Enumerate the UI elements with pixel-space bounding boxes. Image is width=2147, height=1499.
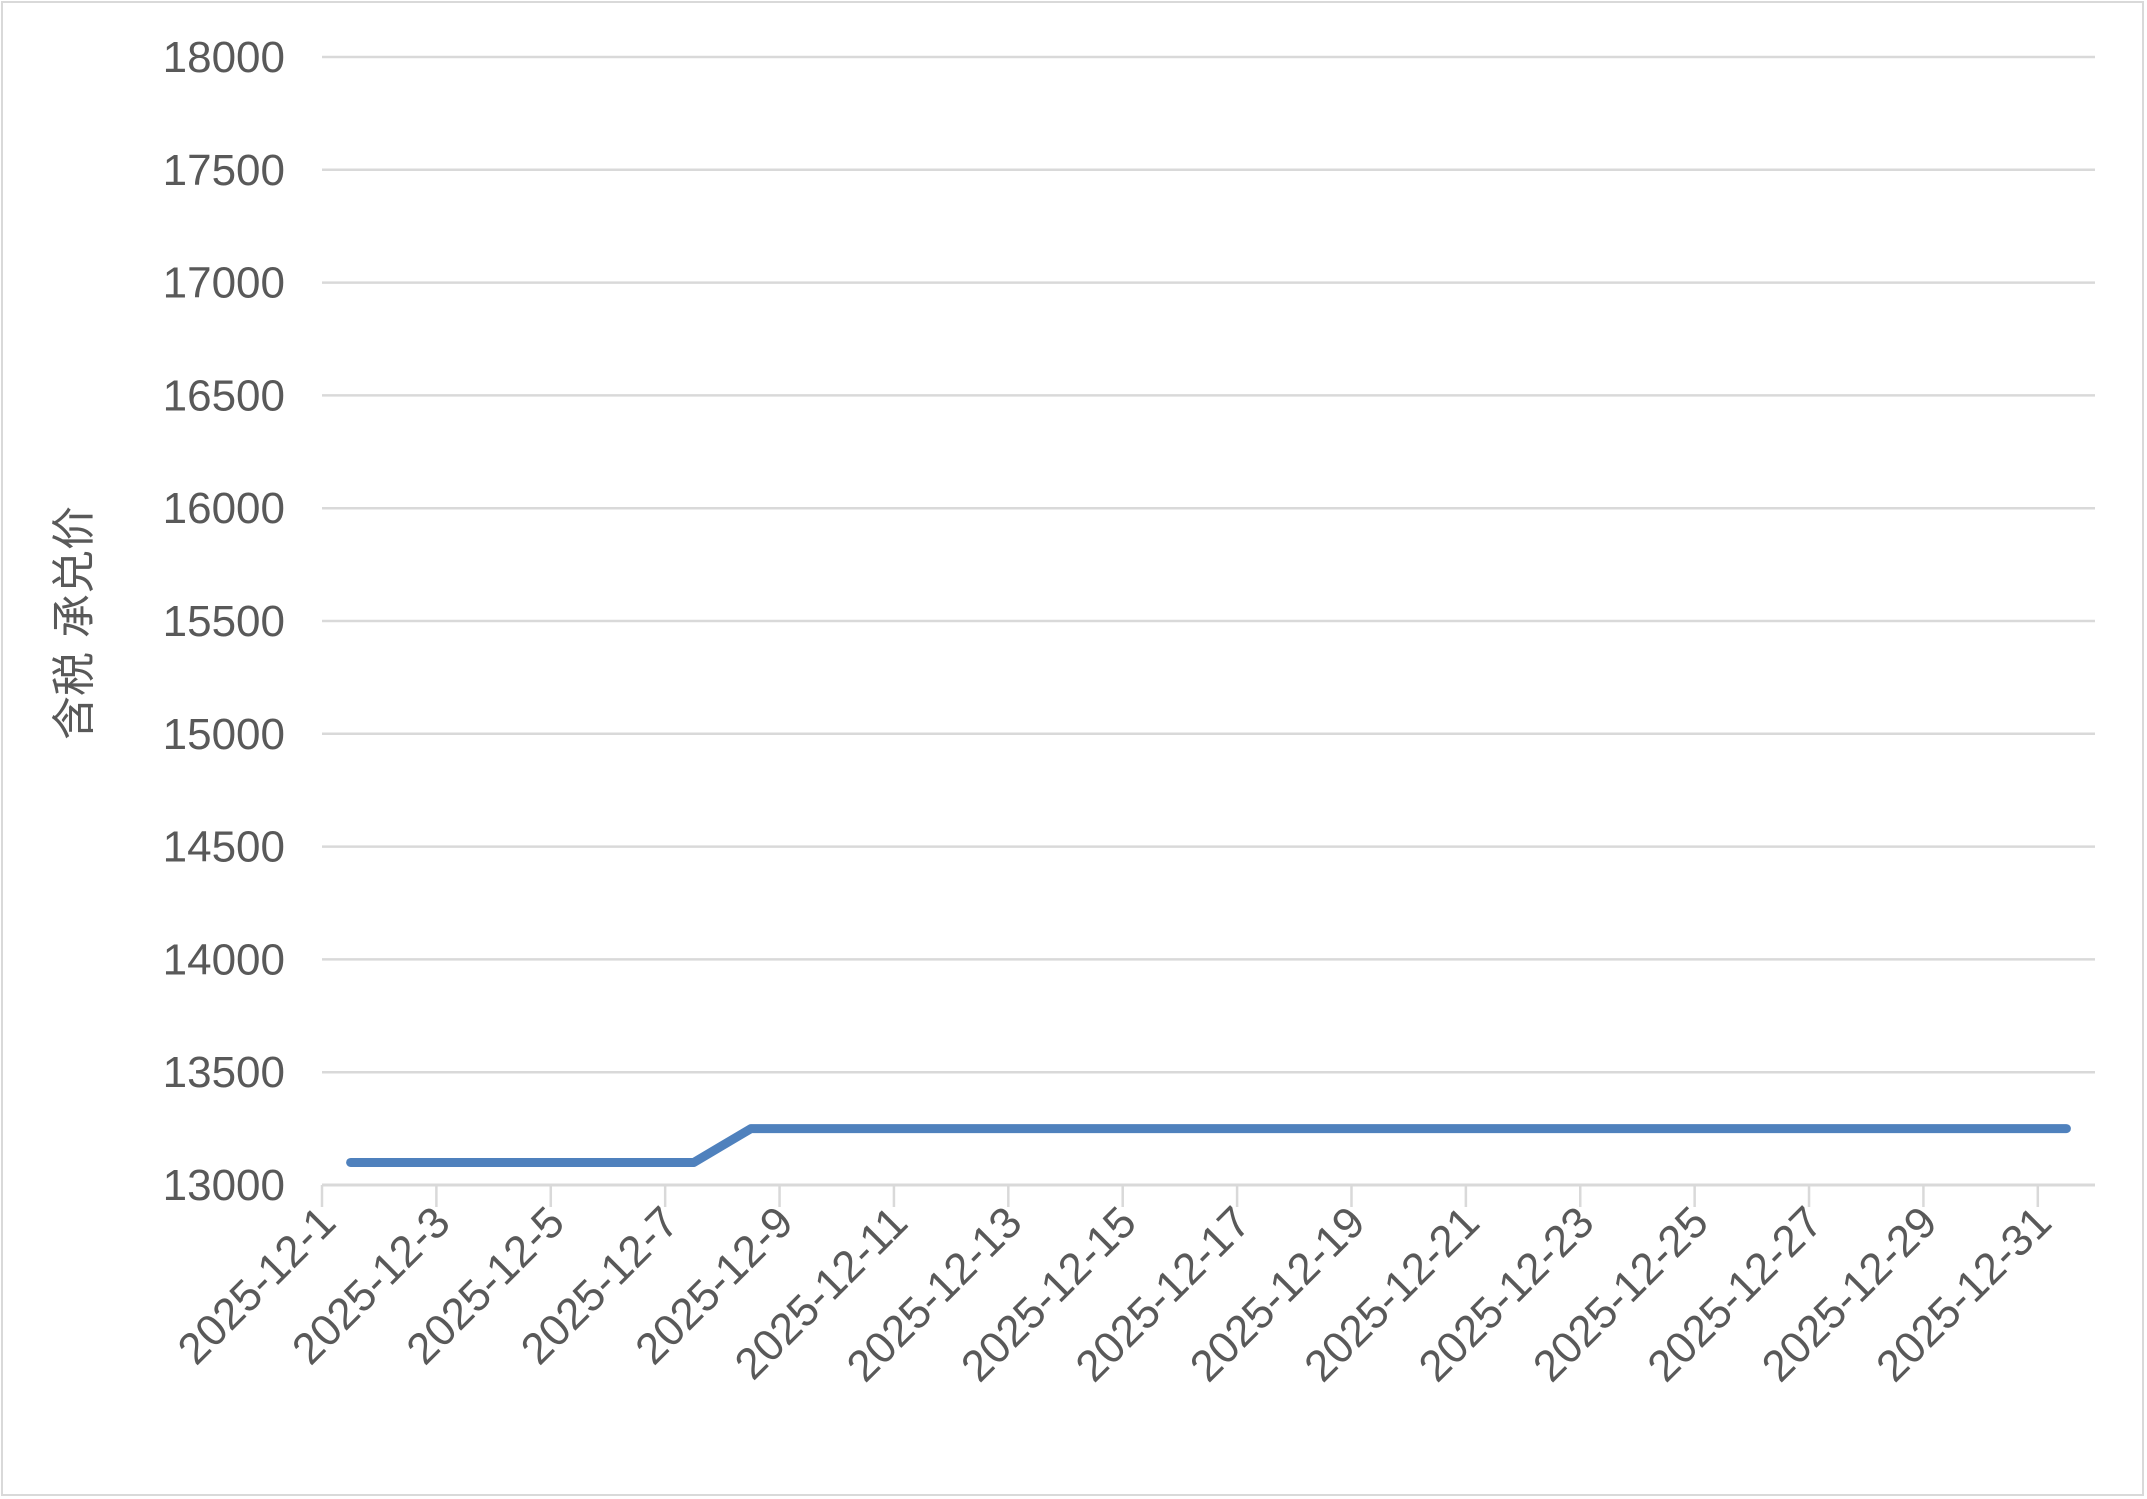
- y-tick-label: 13500: [163, 1048, 285, 1097]
- y-tick-label: 15000: [163, 710, 285, 759]
- y-tick-label: 16500: [163, 371, 285, 420]
- y-tick-label: 17500: [163, 146, 285, 195]
- y-tick-label: 13000: [163, 1161, 285, 1210]
- y-axis-title: 含税 承兑价: [49, 506, 100, 740]
- y-tick-label: 15500: [163, 597, 285, 646]
- y-tick-label: 17000: [163, 259, 285, 308]
- y-tick-label: 18000: [163, 33, 285, 82]
- y-tick-label: 14000: [163, 935, 285, 984]
- series-line: [346, 1124, 2071, 1167]
- y-tick-label: 14500: [163, 823, 285, 872]
- y-tick-label: 16000: [163, 484, 285, 533]
